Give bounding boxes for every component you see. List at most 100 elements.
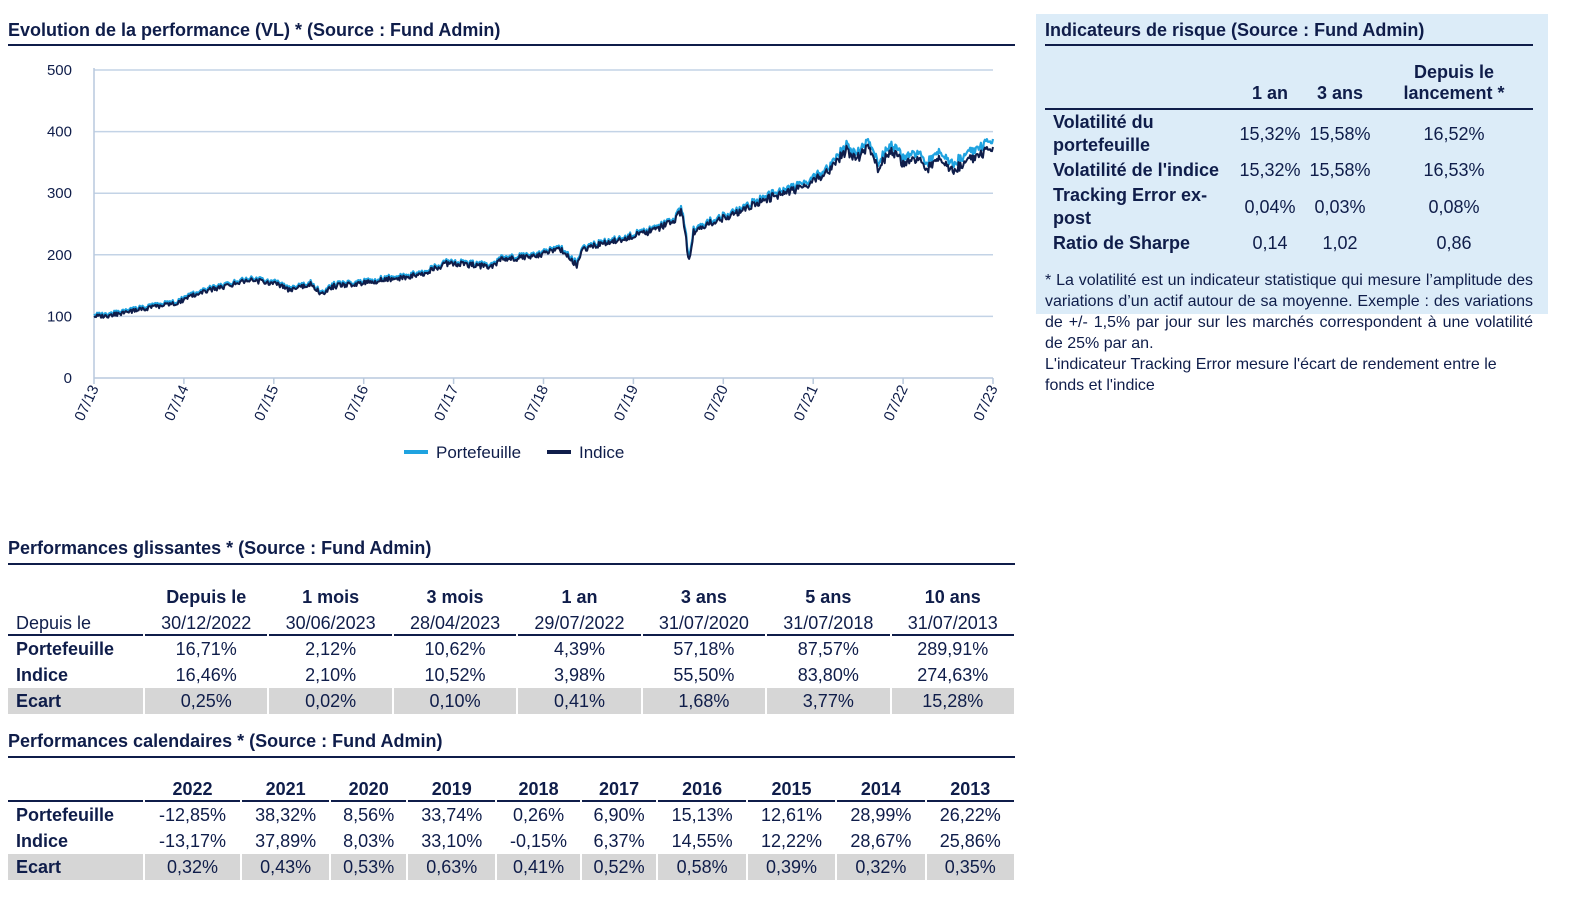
risk-row-label: Volatilité de l'indice	[1053, 160, 1219, 180]
risk-header-lancement: Depuis le lancement *	[1403, 62, 1505, 103]
calendar-cell: 0,53%	[331, 854, 407, 880]
rolling-header-period: 1 mois	[302, 587, 360, 607]
performance-line-chart: 0 100 200 300 400 500 07/13 07/14 07/15 07/16 07/1…	[47, 62, 1002, 462]
risk-cell: 15,58%	[1309, 123, 1371, 144]
risk-cell: 1,02	[1322, 233, 1358, 253]
calendar-cell: 0,52%	[581, 854, 657, 880]
calendar-header-year: 2014	[837, 774, 925, 802]
risk-cell: 0,08%	[1428, 196, 1480, 217]
risk-panel-background	[1036, 14, 1548, 314]
calendar-cell: 38,32%	[255, 804, 317, 825]
risk-header-1an: 1 an	[1251, 83, 1289, 103]
risk-cell: 0,04%	[1244, 196, 1296, 217]
calendar-cell: 37,89%	[255, 830, 317, 851]
risk-header-3ans: 3 ans	[1316, 83, 1364, 103]
rolling-cell: 2,12%	[305, 638, 357, 659]
rolling-cell: 87,57%	[797, 638, 859, 659]
rolling-header-date: 30/06/2023	[269, 608, 392, 636]
rolling-cell: 2,10%	[305, 664, 357, 685]
rolling-row-label: Portefeuille	[16, 638, 115, 659]
calendar-cell: -13,17%	[158, 830, 226, 851]
tracking-error-note: L'indicateur Tracking Error mesure l'éca…	[1045, 356, 1497, 394]
risk-row-label: Volatilité du portefeuille	[1053, 112, 1154, 155]
performance-chart-title: Evolution de la performance (VL) * (Sour…	[8, 20, 501, 40]
rolling-performance-title: Performances glissantes * (Source : Fund…	[8, 538, 432, 558]
risk-cell: 15,32%	[1239, 160, 1301, 180]
x-tick-label: 07/17	[431, 383, 462, 424]
risk-row-ratio-sharpe: Ratio de Sharpe 0,14 1,02 0,86	[1045, 231, 1533, 256]
calendar-cell: 33,10%	[421, 830, 483, 851]
risk-cell: 0,86	[1436, 233, 1472, 253]
rolling-cell: 10,52%	[424, 664, 486, 685]
x-tick-label: 07/23	[970, 383, 1001, 424]
calendar-row-label: Ecart	[8, 854, 143, 880]
rolling-cell: 1,68%	[642, 688, 766, 714]
y-tick-label: 400	[47, 124, 72, 141]
rolling-header-corner: Depuis le	[8, 608, 143, 636]
y-tick-label: 100	[47, 308, 72, 325]
calendar-cell: 0,35%	[926, 854, 1014, 880]
rolling-cell: 289,91%	[917, 638, 989, 659]
volatility-note: * La volatilité est un indicateur statis…	[1045, 272, 1533, 352]
calendar-cell: 26,22%	[939, 804, 1001, 825]
rolling-row-ecart: Ecart 0,25% 0,02% 0,10% 0,41% 1,68% 3,77…	[8, 688, 1014, 714]
risk-header-corner	[1045, 60, 1235, 109]
rolling-header-date: 31/07/2020	[642, 608, 766, 636]
legend-label-portefeuille: Portefeuille	[436, 443, 521, 462]
rolling-cell: 0,10%	[393, 688, 517, 714]
calendar-row-ecart: Ecart 0,32% 0,43% 0,53% 0,63% 0,41% 0,52…	[8, 854, 1014, 880]
calendar-cell: 0,32%	[837, 854, 925, 880]
x-tick-label: 07/20	[701, 383, 732, 424]
y-tick-label: 0	[64, 370, 72, 387]
rolling-header-period: 5 ans	[805, 587, 852, 607]
x-tick-label: 07/16	[341, 383, 372, 424]
risk-indicators-table: 1 an 3 ans Depuis le lancement * Volatil…	[1045, 60, 1533, 256]
rolling-cell: 0,25%	[145, 688, 268, 714]
calendar-cell: 28,99%	[850, 804, 912, 825]
calendar-row-label: Portefeuille	[16, 804, 115, 825]
x-tick-label: 07/15	[251, 383, 282, 424]
risk-row-volatilite-indice: Volatilité de l'indice 15,32% 15,58% 16,…	[1045, 158, 1533, 183]
calendar-header-year: 2017	[581, 774, 657, 802]
calendar-cell: 15,13%	[671, 804, 733, 825]
calendar-header-year: 2015	[747, 774, 836, 802]
calendar-header-year: 2016	[658, 774, 746, 802]
calendar-cell: 0,39%	[747, 854, 836, 880]
rolling-title-rule	[8, 563, 1015, 565]
rolling-cell: 0,02%	[269, 688, 392, 714]
calendar-cell: 0,43%	[241, 854, 330, 880]
risk-indicators-title: Indicateurs de risque (Source : Fund Adm…	[1045, 20, 1425, 40]
calendar-cell: 6,90%	[593, 804, 645, 825]
calendar-header-year: 2019	[408, 774, 496, 802]
rolling-row-label: Ecart	[8, 688, 143, 714]
risk-cell: 0,03%	[1314, 196, 1366, 217]
x-tick-label: 07/21	[791, 383, 822, 424]
calendar-header-year: 2018	[497, 774, 580, 802]
calendar-header-year: 2020	[331, 774, 407, 802]
calendar-header-year: 2021	[241, 774, 330, 802]
calendar-row-label: Indice	[16, 830, 69, 851]
rolling-header-period: 10 ans	[924, 587, 981, 607]
rolling-cell: 274,63%	[917, 664, 989, 685]
risk-row-tracking-error: Tracking Error ex-post 0,04% 0,03% 0,08%	[1045, 183, 1533, 231]
calendar-cell: 12,61%	[760, 804, 822, 825]
rolling-row-portefeuille: Portefeuille 16,71% 2,12% 10,62% 4,39% 5…	[8, 636, 1014, 662]
calendar-cell: 28,67%	[850, 830, 912, 851]
rolling-row-indice: Indice 16,46% 2,10% 10,52% 3,98% 55,50% …	[8, 662, 1014, 688]
calendar-cell: 8,03%	[343, 830, 395, 851]
y-tick-label: 300	[47, 185, 72, 202]
rolling-cell: 0,41%	[518, 688, 641, 714]
rolling-header-period: 3 mois	[426, 587, 484, 607]
calendar-header-blank	[8, 774, 143, 802]
calendar-title-rule	[8, 756, 1015, 758]
calendar-cell: 0,41%	[497, 854, 580, 880]
calendar-row-portefeuille: Portefeuille -12,85% 38,32% 8,56% 33,74%…	[8, 802, 1014, 828]
rolling-cell: 3,77%	[767, 688, 890, 714]
y-tick-label: 200	[47, 247, 72, 264]
rolling-header-date: 29/07/2022	[518, 608, 641, 636]
risk-row-label: Ratio de Sharpe	[1053, 233, 1191, 253]
rolling-header-period: 1 an	[561, 587, 598, 607]
calendar-cell: -0,15%	[510, 830, 568, 851]
rolling-cell: 4,39%	[553, 638, 605, 659]
rolling-header-period-row: Depuis le 1 mois 3 mois 1 an 3 ans 5 ans…	[8, 582, 1014, 608]
